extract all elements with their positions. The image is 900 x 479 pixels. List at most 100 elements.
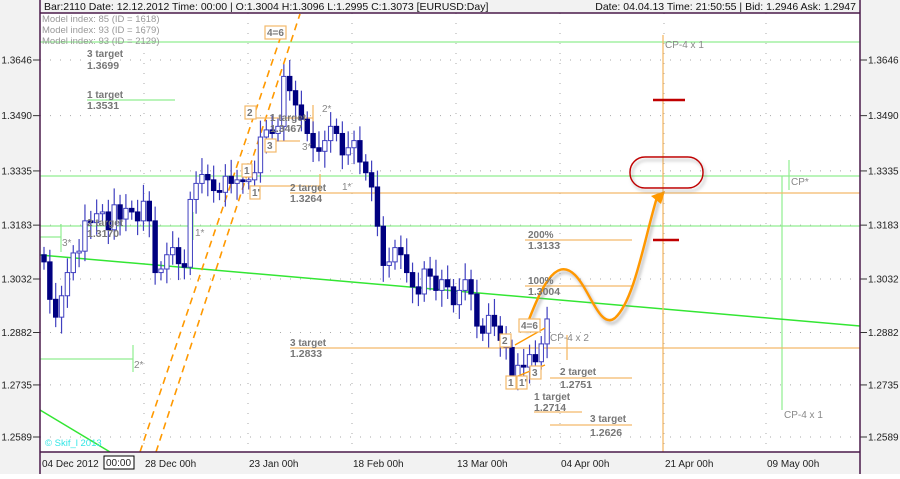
candle[interactable] [134, 199, 141, 236]
candle-body-bull [421, 268, 427, 295]
candle[interactable] [193, 171, 199, 214]
candle[interactable] [322, 130, 328, 168]
candle[interactable] [234, 169, 240, 200]
candle[interactable] [368, 160, 375, 202]
candle[interactable] [339, 121, 346, 170]
candle-body-bear [53, 298, 59, 318]
candle[interactable] [99, 204, 106, 222]
candle[interactable] [409, 262, 416, 304]
candle[interactable] [70, 245, 76, 281]
candle[interactable] [228, 159, 234, 194]
candle[interactable] [380, 216, 387, 282]
candle[interactable] [521, 348, 527, 378]
candle[interactable] [374, 170, 381, 237]
candle[interactable] [88, 210, 94, 240]
candle[interactable] [450, 278, 457, 313]
candle[interactable] [123, 194, 129, 232]
candle[interactable] [76, 239, 82, 268]
candle[interactable] [210, 165, 217, 203]
candle[interactable] [41, 246, 47, 270]
candle[interactable] [53, 282, 59, 328]
candle[interactable] [415, 272, 422, 307]
trendline[interactable] [39, 254, 861, 327]
candle[interactable] [140, 184, 147, 231]
right-price-axis[interactable] [860, 0, 900, 474]
candle[interactable] [427, 256, 433, 291]
candle[interactable] [456, 278, 463, 319]
candle[interactable] [275, 118, 281, 142]
candle[interactable] [333, 118, 340, 142]
quote-info: Date: 04.04.13 Time: 21:50:55 | Bid: 1.2… [595, 1, 856, 13]
candle[interactable] [47, 249, 53, 314]
candle[interactable] [439, 269, 445, 307]
candle-body-bull [70, 252, 76, 274]
target-zone-ellipse[interactable] [629, 156, 704, 189]
candle-body-bull [351, 140, 357, 149]
candle[interactable] [398, 235, 404, 270]
candle[interactable] [474, 279, 480, 339]
candle[interactable] [287, 60, 293, 101]
candle-body-bull [140, 200, 147, 222]
candle[interactable] [462, 263, 468, 301]
candle[interactable] [351, 130, 357, 165]
candle[interactable] [158, 261, 164, 281]
candle[interactable] [310, 121, 316, 163]
candle[interactable] [392, 239, 398, 270]
candle[interactable] [93, 199, 100, 235]
candle[interactable] [170, 231, 176, 265]
candle[interactable] [187, 191, 193, 276]
candle[interactable] [544, 306, 550, 359]
candle[interactable] [468, 269, 474, 311]
candle[interactable] [327, 112, 334, 153]
candle[interactable] [433, 259, 439, 301]
candle[interactable] [146, 191, 153, 238]
candle-body-bull [515, 364, 521, 377]
time-axis[interactable] [40, 452, 860, 474]
candle[interactable] [421, 261, 427, 302]
candle[interactable] [222, 164, 229, 207]
candle[interactable] [480, 318, 486, 342]
svg-text:4=6: 4=6 [267, 28, 284, 39]
candle[interactable] [64, 258, 71, 308]
candle[interactable] [216, 182, 223, 201]
left-price-axis[interactable] [0, 0, 40, 474]
forecast-curve[interactable] [523, 193, 660, 331]
candle[interactable] [485, 303, 492, 348]
candle-body-bear [134, 211, 141, 222]
candle[interactable] [257, 120, 264, 183]
candle[interactable] [316, 131, 322, 162]
candle[interactable] [386, 247, 392, 278]
candle[interactable] [292, 80, 299, 122]
candle[interactable] [129, 200, 135, 220]
candle[interactable] [117, 194, 123, 236]
candle[interactable] [111, 188, 117, 240]
dashed-channel[interactable] [139, 13, 301, 453]
candle[interactable] [298, 90, 305, 132]
candle[interactable] [491, 298, 498, 337]
candle-body-bear [339, 132, 346, 156]
candle[interactable] [345, 131, 351, 165]
candle[interactable] [175, 237, 182, 281]
plot-area[interactable] [40, 13, 860, 452]
candle[interactable] [205, 164, 211, 197]
candle[interactable] [181, 249, 188, 280]
candle[interactable] [58, 285, 65, 334]
candle[interactable] [444, 265, 451, 299]
svg-text:CP*: CP* [791, 177, 809, 188]
candle[interactable] [304, 111, 310, 142]
candle[interactable] [538, 336, 544, 370]
candles [41, 60, 550, 391]
candle[interactable] [404, 238, 410, 283]
candle[interactable] [363, 154, 369, 181]
trendline-lower[interactable] [39, 409, 111, 453]
candle[interactable] [199, 158, 205, 194]
candle-body-bear [240, 179, 246, 183]
candle[interactable] [164, 242, 170, 284]
candle[interactable] [152, 206, 158, 285]
candle[interactable] [357, 126, 363, 175]
candle[interactable] [82, 204, 88, 262]
candle[interactable] [281, 64, 287, 141]
candle[interactable] [105, 199, 112, 245]
candle-body-bull [222, 175, 229, 193]
